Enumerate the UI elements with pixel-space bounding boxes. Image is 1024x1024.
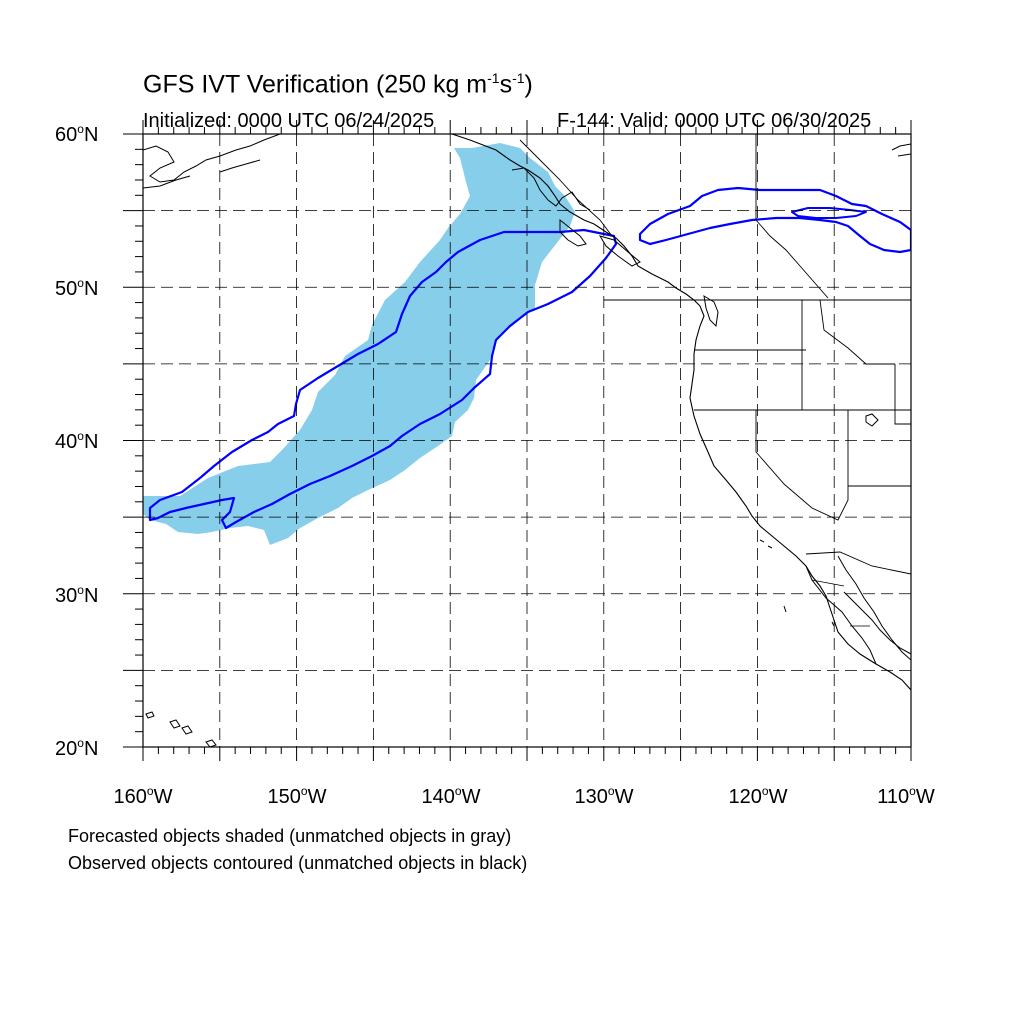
border-alaska-canada xyxy=(519,139,613,237)
title-mid: s xyxy=(499,70,513,99)
lat-label-60: 60oN xyxy=(55,122,99,146)
border-mexico-states xyxy=(811,579,870,627)
coastline-bc-islands xyxy=(511,167,719,328)
coastline-baja xyxy=(805,565,877,665)
valid-time-label: F-144: Valid: 0000 UTC 06/30/2025 xyxy=(557,110,872,132)
footnote-forecast: Forecasted objects shaded (unmatched obj… xyxy=(68,826,512,846)
lat-label-40: 40oN xyxy=(55,429,99,453)
border-us-states xyxy=(694,299,911,521)
coastline-small-islands xyxy=(759,413,879,627)
lon-label-140: 140oW xyxy=(421,784,481,808)
coastline-mexico-mainland xyxy=(843,591,911,655)
border-bc-alberta xyxy=(755,219,829,299)
lat-label-50: 50oN xyxy=(55,276,99,300)
chart-title: GFS IVT Verification (250 kg m-1s-1) xyxy=(143,70,533,99)
title-exp2: -1 xyxy=(512,70,525,86)
lon-label-150: 150oW xyxy=(267,784,327,808)
coastline-gulf-california xyxy=(837,555,911,661)
footnote-observed: Observed objects contoured (unmatched ob… xyxy=(68,853,528,873)
title-exp1: -1 xyxy=(487,70,500,86)
init-time-label: Initialized: 0000 UTC 06/24/2025 xyxy=(143,110,435,132)
coastline-hawaii xyxy=(145,711,217,747)
forecast-object xyxy=(143,143,575,545)
coastline-alaska xyxy=(143,134,281,189)
border-us-mexico xyxy=(805,551,911,575)
coastline-north-america xyxy=(451,134,911,691)
coastline-alaska-southeast xyxy=(891,143,911,157)
observed-object-canada-inner xyxy=(791,207,867,219)
axis-ticks xyxy=(123,120,912,761)
grid-lines xyxy=(143,134,911,747)
title-tail: ) xyxy=(524,70,533,99)
title-main: GFS IVT Verification (250 kg m xyxy=(143,70,488,99)
lon-label-120: 120oW xyxy=(728,784,788,808)
lon-label-160: 160oW xyxy=(113,784,173,808)
lon-label-130: 130oW xyxy=(574,784,634,808)
observed-object-main xyxy=(148,228,618,530)
lon-label-110: 110oW xyxy=(877,784,935,808)
lat-label-20: 20oN xyxy=(55,736,99,760)
lat-label-30: 30oN xyxy=(55,583,99,607)
observed-object-canada xyxy=(638,186,911,254)
